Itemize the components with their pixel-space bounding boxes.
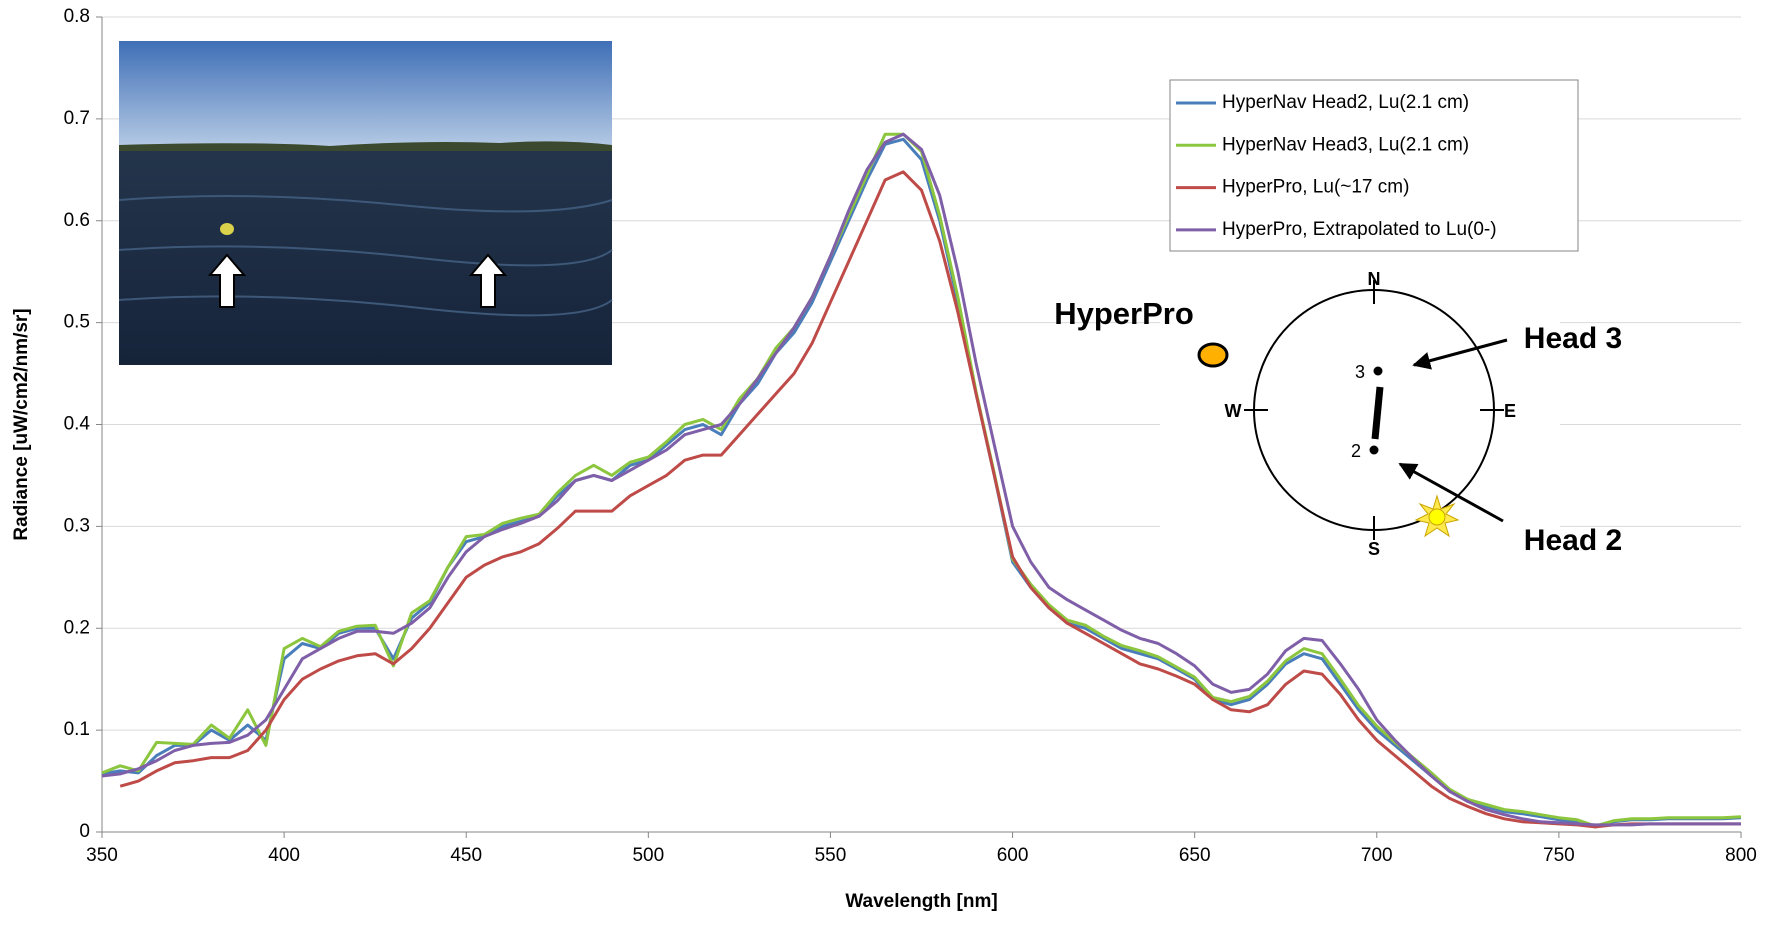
y-tick-label: 0.2 xyxy=(64,617,90,638)
series-line xyxy=(119,170,1741,829)
compass-label: S xyxy=(1368,539,1380,559)
y-axis-title: Radiance [uW/cm2/nm/sr] xyxy=(11,308,32,540)
y-tick-label: 0 xyxy=(79,821,90,842)
arrow xyxy=(1398,462,1504,523)
y-tick-label: 0.1 xyxy=(64,719,90,740)
photo-sky xyxy=(119,41,612,151)
annotation: HyperPro xyxy=(1054,296,1194,331)
x-tick-label: 800 xyxy=(1725,845,1757,866)
y-tick-label: 0.8 xyxy=(64,6,90,27)
x-tick-label: 500 xyxy=(632,845,664,866)
diagram-background xyxy=(1160,265,1560,535)
legend-label: HyperPro, Lu(~17 cm) xyxy=(1222,177,1409,198)
x-tick-label: 750 xyxy=(1543,845,1575,866)
sun xyxy=(1414,494,1460,538)
y-tick-label: 0.4 xyxy=(64,414,91,435)
sensor-dot xyxy=(1369,445,1379,455)
compass-diagram xyxy=(1160,265,1560,540)
sensor-label: 2 xyxy=(1351,441,1361,461)
y-tick-label: 0.6 xyxy=(64,210,90,231)
annotation: Head 3 xyxy=(1524,322,1622,355)
photo-arrow xyxy=(207,253,247,308)
annotation: Head 2 xyxy=(1524,524,1622,557)
photo-arrow xyxy=(468,253,508,308)
x-tick-label: 450 xyxy=(450,845,482,866)
photo-buoy xyxy=(220,223,234,235)
y-tick-label: 0.3 xyxy=(64,515,90,536)
compass-label: N xyxy=(1368,269,1381,289)
x-tick-label: 650 xyxy=(1179,845,1211,866)
x-tick-label: 600 xyxy=(997,845,1029,866)
sensor-dot xyxy=(1373,366,1383,376)
sensor-bar xyxy=(1371,386,1384,440)
legend-label: HyperNav Head3, Lu(2.1 cm) xyxy=(1222,134,1469,155)
x-tick-label: 400 xyxy=(268,845,300,866)
compass-label: E xyxy=(1504,401,1516,421)
inset-photo xyxy=(118,41,613,365)
legend-box xyxy=(1169,79,1579,252)
photo-shore xyxy=(119,141,612,151)
hyperpro-marker xyxy=(1197,342,1229,368)
sensor-label: 3 xyxy=(1355,362,1365,382)
x-axis-title: Wavelength [nm] xyxy=(845,891,997,912)
y-tick-label: 0.5 xyxy=(64,312,90,333)
photo-waves xyxy=(118,195,613,317)
x-tick-label: 350 xyxy=(86,845,118,866)
compass-label: W xyxy=(1225,401,1242,421)
arrow xyxy=(1412,338,1508,370)
x-tick-label: 700 xyxy=(1361,845,1393,866)
y-tick-label: 0.7 xyxy=(64,108,90,129)
compass-ticks xyxy=(1244,280,1504,540)
x-tick-label: 550 xyxy=(815,845,847,866)
series-line xyxy=(101,132,1741,827)
legend-label: HyperPro, Extrapolated to Lu(0-) xyxy=(1222,219,1497,240)
legend-label: HyperNav Head2, Lu(2.1 cm) xyxy=(1222,92,1469,113)
